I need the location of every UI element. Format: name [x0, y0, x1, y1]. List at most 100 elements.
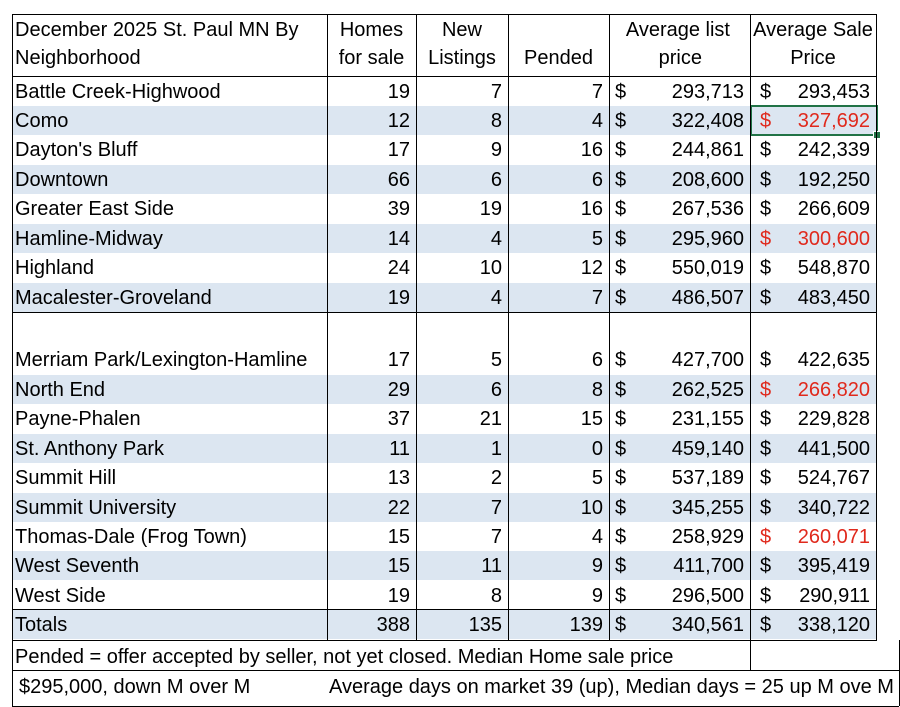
- table-row-pended[interactable]: 16: [580, 139, 603, 161]
- table-row-homes-for-sale[interactable]: 14: [387, 228, 410, 250]
- table-row-neighborhood[interactable]: Highland: [15, 257, 94, 279]
- table-row-average-sale-price[interactable]: 327,692: [797, 110, 870, 132]
- table-row-neighborhood[interactable]: Greater East Side: [15, 198, 174, 220]
- table-row-homes-for-sale[interactable]: 19: [387, 81, 410, 103]
- table-row-homes-for-sale[interactable]: 19: [387, 287, 410, 309]
- table-row-new-listings[interactable]: 19: [479, 198, 502, 220]
- table-row-new-listings[interactable]: 8: [490, 585, 502, 607]
- table-row-new-listings[interactable]: 7: [490, 526, 502, 548]
- footer-note-pended[interactable]: Pended = offer accepted by seller, not y…: [15, 646, 674, 668]
- table-row-neighborhood[interactable]: Downtown: [15, 169, 109, 191]
- table-row-average-list-price[interactable]: 411,700: [673, 555, 744, 577]
- table-row-average-list-price[interactable]: 293,713: [671, 81, 744, 103]
- table-row-average-sale-price[interactable]: 300,600: [797, 228, 870, 250]
- fill-handle[interactable]: [873, 131, 881, 139]
- table-row-homes-for-sale[interactable]: 37: [387, 408, 410, 430]
- table-row-homes-for-sale[interactable]: 17: [387, 139, 410, 161]
- table-row-pended[interactable]: 7: [591, 287, 603, 309]
- table-row-pended[interactable]: 6: [591, 169, 603, 191]
- totals-row-new-listings[interactable]: 135: [468, 614, 502, 636]
- totals-row-average-list-price[interactable]: 340,561: [671, 614, 744, 636]
- table-row-neighborhood[interactable]: Thomas-Dale (Frog Town): [15, 526, 247, 548]
- table-row-average-sale-price[interactable]: 260,071: [797, 526, 870, 548]
- table-row-new-listings[interactable]: 1: [490, 438, 502, 460]
- header-average-sale-price[interactable]: Average Sale Price: [750, 14, 876, 74]
- table-row-homes-for-sale[interactable]: 15: [387, 555, 410, 577]
- table-row-average-sale-price[interactable]: 524,767: [797, 467, 870, 489]
- table-row-average-sale-price[interactable]: 242,339: [797, 139, 870, 161]
- table-row-homes-for-sale[interactable]: 22: [387, 497, 410, 519]
- table-row-neighborhood[interactable]: Macalester-Groveland: [15, 287, 212, 309]
- table-row-new-listings[interactable]: 6: [490, 169, 502, 191]
- table-row-average-sale-price[interactable]: 340,722: [797, 497, 870, 519]
- table-row-neighborhood[interactable]: North End: [15, 379, 106, 401]
- table-row-homes-for-sale[interactable]: 13: [387, 467, 410, 489]
- table-row-average-list-price[interactable]: 345,255: [671, 497, 744, 519]
- table-row-average-list-price[interactable]: 208,600: [671, 169, 744, 191]
- table-row-homes-for-sale[interactable]: 12: [387, 110, 410, 132]
- table-row-average-list-price[interactable]: 296,500: [671, 585, 744, 607]
- table-row-pended[interactable]: 9: [591, 555, 603, 577]
- table-row-homes-for-sale[interactable]: 29: [387, 379, 410, 401]
- table-row-homes-for-sale[interactable]: 19: [387, 585, 410, 607]
- table-row-average-sale-price[interactable]: 293,453: [797, 81, 870, 103]
- table-row-average-sale-price[interactable]: 192,250: [797, 169, 870, 191]
- table-row-average-list-price[interactable]: 459,140: [671, 438, 744, 460]
- table-row-new-listings[interactable]: 4: [490, 228, 502, 250]
- table-row-new-listings[interactable]: 10: [479, 257, 502, 279]
- table-row-new-listings[interactable]: 4: [490, 287, 502, 309]
- table-row-new-listings[interactable]: 7: [490, 81, 502, 103]
- table-row-neighborhood[interactable]: Payne-Phalen: [15, 408, 141, 430]
- table-row-homes-for-sale[interactable]: 24: [387, 257, 410, 279]
- table-row-average-sale-price[interactable]: 395,419: [797, 555, 870, 577]
- table-row-pended[interactable]: 8: [591, 379, 603, 401]
- table-row-average-sale-price[interactable]: 266,820: [797, 379, 870, 401]
- table-row-average-list-price[interactable]: 537,189: [671, 467, 744, 489]
- table-row-pended[interactable]: 9: [591, 585, 603, 607]
- totals-row-average-sale-price[interactable]: 338,120: [797, 614, 870, 636]
- table-row-homes-for-sale[interactable]: 15: [387, 526, 410, 548]
- table-row-average-sale-price[interactable]: 483,450: [797, 287, 870, 309]
- table-row-new-listings[interactable]: 6: [490, 379, 502, 401]
- footer-note-days-on-market[interactable]: Average days on market 39 (up), Median d…: [329, 676, 894, 698]
- table-row-new-listings[interactable]: 11: [481, 555, 502, 577]
- table-row-pended[interactable]: 5: [591, 467, 603, 489]
- table-row-average-list-price[interactable]: 550,019: [671, 257, 744, 279]
- table-row-average-list-price[interactable]: 258,929: [671, 526, 744, 548]
- table-row-new-listings[interactable]: 7: [490, 497, 502, 519]
- table-row-homes-for-sale[interactable]: 17: [387, 349, 410, 371]
- table-row-average-list-price[interactable]: 262,525: [671, 379, 744, 401]
- table-row-neighborhood[interactable]: St. Anthony Park: [15, 438, 164, 460]
- table-row-pended[interactable]: 6: [591, 349, 603, 371]
- table-row-average-list-price[interactable]: 267,536: [671, 198, 744, 220]
- table-row-pended[interactable]: 12: [580, 257, 603, 279]
- table-row-average-list-price[interactable]: 486,507: [671, 287, 744, 309]
- table-row-neighborhood[interactable]: Battle Creek-Highwood: [15, 81, 221, 103]
- header-average-list-price[interactable]: Average list price: [609, 14, 750, 74]
- header-pended[interactable]: Pended: [508, 14, 609, 74]
- table-row-neighborhood[interactable]: Merriam Park/Lexington-Hamline: [15, 349, 308, 371]
- table-row-average-sale-price[interactable]: 441,500: [797, 438, 870, 460]
- table-row-neighborhood[interactable]: Dayton's Bluff: [15, 139, 138, 161]
- table-row-neighborhood[interactable]: Hamline-Midway: [15, 228, 163, 250]
- table-row-new-listings[interactable]: 5: [490, 349, 502, 371]
- table-row-neighborhood[interactable]: Summit University: [15, 497, 177, 519]
- table-row-pended[interactable]: 16: [580, 198, 603, 220]
- header-new-listings[interactable]: New Listings: [416, 14, 508, 74]
- table-row-average-list-price[interactable]: 427,700: [671, 349, 744, 371]
- footer-note-median-price[interactable]: $295,000, down M over M: [19, 676, 251, 698]
- table-row-average-sale-price[interactable]: 290,911: [799, 585, 870, 607]
- table-row-homes-for-sale[interactable]: 11: [389, 438, 410, 460]
- table-row-homes-for-sale[interactable]: 66: [387, 169, 410, 191]
- table-row-pended[interactable]: 4: [591, 110, 603, 132]
- table-row-average-list-price[interactable]: 295,960: [671, 228, 744, 250]
- table-row-neighborhood[interactable]: Summit Hill: [15, 467, 117, 489]
- table-row-new-listings[interactable]: 8: [490, 110, 502, 132]
- table-row-new-listings[interactable]: 2: [490, 467, 502, 489]
- totals-row-pended[interactable]: 139: [569, 614, 603, 636]
- table-row-average-sale-price[interactable]: 422,635: [797, 349, 870, 371]
- table-row-neighborhood[interactable]: West Seventh: [15, 555, 140, 577]
- table-row-average-sale-price[interactable]: 548,870: [797, 257, 870, 279]
- table-row-pended[interactable]: 4: [591, 526, 603, 548]
- table-row-pended[interactable]: 5: [591, 228, 603, 250]
